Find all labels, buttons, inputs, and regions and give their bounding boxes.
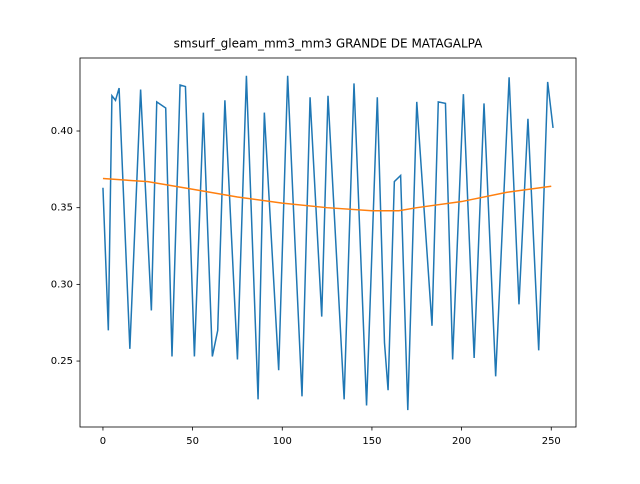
y-tick-label: 0.25 bbox=[51, 356, 73, 367]
y-tick-label: 0.30 bbox=[51, 279, 73, 290]
y-tick-label: 0.35 bbox=[51, 203, 73, 214]
chart-title: smsurf_gleam_mm3_mm3 GRANDE DE MATAGALPA bbox=[174, 37, 483, 51]
x-tick-label: 0 bbox=[100, 436, 106, 447]
x-tick-label: 100 bbox=[273, 436, 292, 447]
x-tick-label: 50 bbox=[186, 436, 199, 447]
x-tick-label: 200 bbox=[452, 436, 471, 447]
line-series bbox=[102, 177, 552, 212]
y-tick-label: 0.40 bbox=[51, 126, 73, 137]
line-series bbox=[102, 75, 554, 411]
plot-frame bbox=[79, 57, 577, 428]
x-tick-label: 250 bbox=[542, 436, 561, 447]
x-tick-label: 150 bbox=[362, 436, 381, 447]
